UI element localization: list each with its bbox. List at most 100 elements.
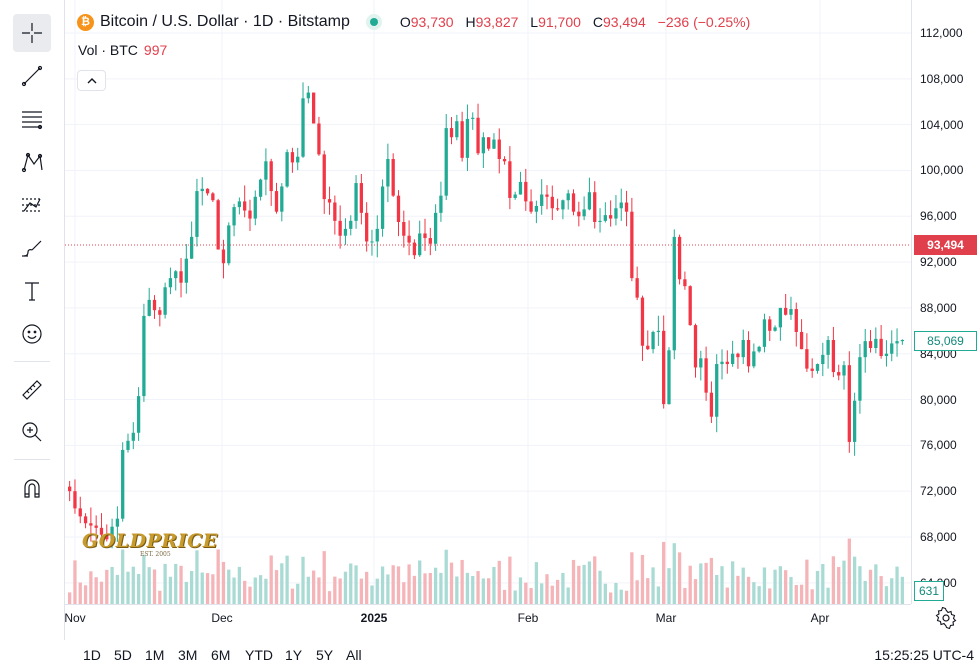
- crosshair-tool-icon[interactable]: [13, 14, 51, 52]
- market-status-icon[interactable]: [365, 14, 382, 30]
- volume-bar: [677, 552, 682, 604]
- candle-body: [863, 341, 867, 358]
- volume-bar: [895, 566, 899, 604]
- ohlc-values: O93,730 H93,827 L91,700 C93,494 −236 (−0…: [399, 14, 751, 30]
- emoji-tool-icon[interactable]: [13, 315, 51, 353]
- volume-bar: [561, 573, 565, 604]
- volume-bar: [624, 590, 629, 604]
- volume-bar: [274, 570, 279, 604]
- time-label-feb: Feb: [517, 611, 539, 625]
- range-1m-button[interactable]: 1M: [145, 647, 165, 663]
- clock-timezone[interactable]: 15:25:25 UTC-4: [874, 647, 974, 663]
- chart-pane[interactable]: [65, 0, 911, 604]
- candlestick-chart[interactable]: [65, 0, 911, 604]
- range-5y-button[interactable]: 5Y: [316, 647, 334, 663]
- price-tick-label: 88,000: [920, 300, 957, 315]
- candle-body: [561, 200, 565, 210]
- volume-bar: [752, 582, 756, 604]
- candle-body: [105, 534, 109, 540]
- range-5d-button[interactable]: 5D: [114, 647, 132, 663]
- volume-bar: [715, 574, 719, 604]
- volume-bar: [837, 566, 841, 604]
- volume-bar: [110, 566, 114, 604]
- volume-bar: [418, 560, 422, 604]
- candle-body: [322, 154, 326, 200]
- candle-body: [481, 137, 485, 154]
- candle-body: [147, 299, 151, 316]
- volume-bar: [555, 579, 560, 604]
- symbol-title[interactable]: Bitcoin / U.S. Dollar · 1D · Bitstamp: [100, 13, 350, 30]
- bitcoin-badge-icon: ₿: [77, 13, 94, 31]
- volume-bar: [237, 566, 242, 604]
- text-tool-icon[interactable]: [13, 272, 51, 310]
- candle-body: [614, 208, 618, 219]
- candle-body: [513, 194, 517, 198]
- candle-body: [327, 199, 332, 203]
- candle-body: [677, 236, 682, 280]
- volume-bar: [115, 574, 120, 604]
- volume-bar: [83, 585, 88, 604]
- range-ytd-button[interactable]: YTD: [245, 647, 273, 663]
- range-6m-button[interactable]: 6M: [211, 647, 231, 663]
- candle-body: [895, 341, 899, 344]
- candle-body: [815, 364, 820, 371]
- volume-bar: [285, 555, 289, 604]
- volume-bar: [529, 588, 533, 604]
- candle-body: [651, 331, 655, 350]
- volume-bar: [582, 564, 586, 604]
- candle-body: [290, 152, 295, 163]
- candle-body: [693, 325, 698, 368]
- candle-body: [269, 161, 273, 192]
- candle-body: [890, 343, 894, 354]
- ruler-measure-icon[interactable]: [13, 371, 51, 409]
- range-1y-button[interactable]: 1Y: [285, 647, 303, 663]
- volume-bar: [492, 566, 496, 604]
- volume-bar: [163, 563, 167, 604]
- candle-body: [667, 350, 671, 405]
- price-tick-label: 76,000: [920, 438, 957, 453]
- candle-body: [752, 351, 756, 367]
- candle-body: [884, 353, 889, 357]
- candle-body: [571, 193, 576, 212]
- candle-body: [768, 319, 772, 331]
- pattern-tool-icon[interactable]: [13, 143, 51, 181]
- volume-bar: [439, 572, 443, 604]
- candle-body: [555, 208, 560, 210]
- candle-body: [709, 392, 714, 417]
- candle-body: [688, 286, 692, 326]
- volume-bar: [211, 574, 215, 604]
- candle-body: [879, 338, 883, 357]
- volume-bar: [741, 567, 745, 604]
- candle-body: [683, 279, 687, 287]
- volume-bar: [603, 583, 607, 604]
- volume-bar: [863, 580, 867, 604]
- price-axis[interactable]: 112,000 108,000 104,000 100,000 96,000 92,000…: [911, 0, 977, 604]
- range-3m-button[interactable]: 3M: [178, 647, 198, 663]
- time-axis[interactable]: Nov Dec 2025 Feb Mar Apr: [64, 604, 911, 635]
- collapse-legend-button[interactable]: [77, 70, 106, 91]
- volume-bar: [248, 586, 252, 604]
- brush-tool-icon[interactable]: [13, 229, 51, 267]
- magnet-icon[interactable]: [13, 470, 51, 508]
- candle-body: [799, 331, 804, 350]
- volume-bar: [68, 592, 72, 604]
- candle-body: [264, 161, 268, 180]
- settings-gear-icon[interactable]: [935, 607, 957, 629]
- candle-body: [258, 179, 263, 197]
- volume-bar: [158, 590, 162, 604]
- range-1d-button[interactable]: 1D: [83, 647, 101, 663]
- fib-retracement-tool-icon[interactable]: [13, 100, 51, 138]
- volume-bar: [598, 570, 602, 604]
- candle-body: [831, 339, 836, 373]
- volume-bar: [513, 590, 517, 604]
- candle-body: [184, 258, 188, 283]
- prediction-tool-icon[interactable]: [13, 186, 51, 224]
- candle-body: [68, 486, 72, 492]
- zoom-in-icon[interactable]: [13, 413, 51, 451]
- candle-body: [386, 159, 390, 187]
- volume-bar: [258, 575, 263, 604]
- range-all-button[interactable]: All: [346, 647, 362, 663]
- trend-line-tool-icon[interactable]: [13, 57, 51, 95]
- volume-bar: [460, 559, 464, 604]
- candle-body: [439, 195, 443, 213]
